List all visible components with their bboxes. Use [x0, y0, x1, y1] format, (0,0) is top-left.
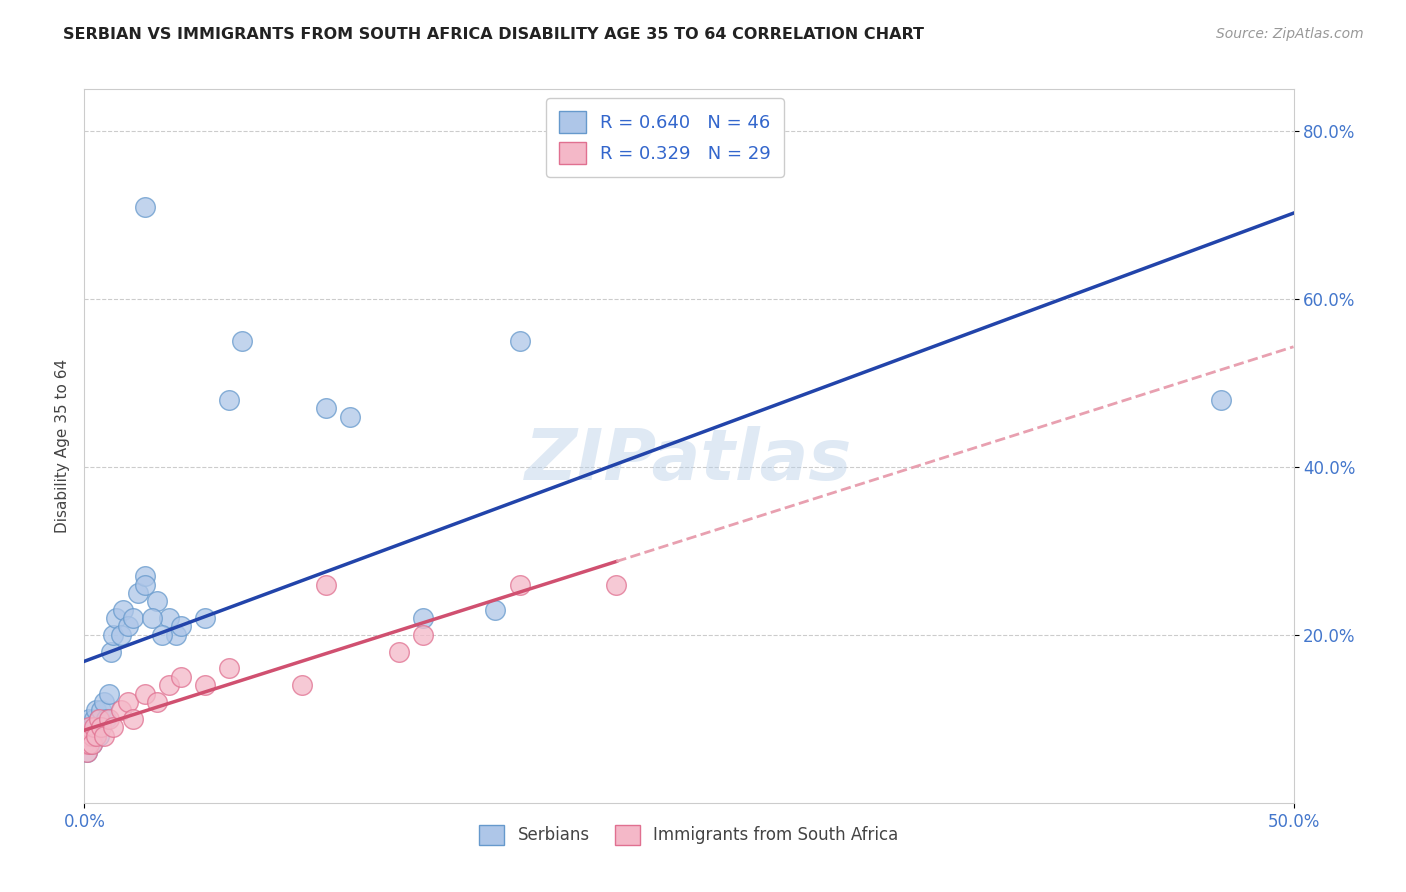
- Point: [86, 720, 108, 734]
- Point: [103, 720, 125, 734]
- Point: [97, 687, 120, 701]
- Point: [110, 628, 132, 642]
- Point: [83, 712, 105, 726]
- Text: SERBIAN VS IMMIGRANTS FROM SOUTH AFRICA DISABILITY AGE 35 TO 64 CORRELATION CHAR: SERBIAN VS IMMIGRANTS FROM SOUTH AFRICA …: [63, 27, 924, 42]
- Text: Source: ZipAtlas.com: Source: ZipAtlas.com: [1216, 27, 1364, 41]
- Point: [146, 594, 169, 608]
- Point: [127, 586, 149, 600]
- Point: [121, 712, 143, 726]
- Point: [76, 746, 98, 760]
- Point: [80, 720, 103, 734]
- Point: [194, 611, 217, 625]
- Point: [83, 729, 105, 743]
- Point: [86, 729, 108, 743]
- Point: [112, 603, 135, 617]
- Point: [76, 729, 98, 743]
- Point: [165, 628, 187, 642]
- Point: [194, 678, 217, 692]
- Point: [484, 603, 506, 617]
- Point: [121, 611, 143, 625]
- Point: [80, 737, 103, 751]
- Point: [605, 577, 627, 591]
- Point: [73, 737, 96, 751]
- Point: [412, 628, 434, 642]
- Point: [141, 611, 163, 625]
- Point: [104, 611, 127, 625]
- Point: [134, 687, 156, 701]
- Point: [117, 619, 139, 633]
- Point: [117, 695, 139, 709]
- Point: [80, 729, 103, 743]
- Point: [231, 334, 253, 348]
- Point: [315, 577, 337, 591]
- Point: [291, 678, 314, 692]
- Point: [77, 737, 100, 751]
- Point: [146, 695, 169, 709]
- Point: [339, 409, 361, 424]
- Point: [77, 720, 100, 734]
- Point: [134, 577, 156, 591]
- Point: [86, 703, 108, 717]
- Point: [77, 729, 100, 743]
- Point: [170, 670, 193, 684]
- Point: [97, 712, 120, 726]
- Point: [157, 611, 180, 625]
- Legend: Serbians, Immigrants from South Africa: Serbians, Immigrants from South Africa: [472, 818, 905, 852]
- Point: [218, 661, 240, 675]
- Point: [76, 729, 98, 743]
- Point: [87, 712, 110, 726]
- Point: [94, 712, 117, 726]
- Point: [80, 737, 103, 751]
- Point: [218, 392, 240, 407]
- Point: [412, 611, 434, 625]
- Point: [100, 645, 122, 659]
- Point: [509, 334, 531, 348]
- Point: [87, 712, 110, 726]
- Point: [77, 712, 100, 726]
- Point: [110, 703, 132, 717]
- Point: [103, 628, 125, 642]
- Point: [90, 703, 112, 717]
- Point: [134, 200, 156, 214]
- Point: [157, 678, 180, 692]
- Point: [83, 720, 105, 734]
- Point: [93, 729, 115, 743]
- Point: [80, 729, 103, 743]
- Point: [150, 628, 173, 642]
- Point: [388, 645, 411, 659]
- Point: [315, 401, 337, 416]
- Point: [90, 720, 112, 734]
- Point: [76, 720, 98, 734]
- Point: [76, 746, 98, 760]
- Point: [1209, 392, 1232, 407]
- Point: [509, 577, 531, 591]
- Point: [87, 729, 110, 743]
- Text: ZIPatlas: ZIPatlas: [526, 425, 852, 495]
- Point: [134, 569, 156, 583]
- Y-axis label: Disability Age 35 to 64: Disability Age 35 to 64: [55, 359, 70, 533]
- Point: [93, 695, 115, 709]
- Point: [77, 737, 100, 751]
- Point: [170, 619, 193, 633]
- Point: [73, 737, 96, 751]
